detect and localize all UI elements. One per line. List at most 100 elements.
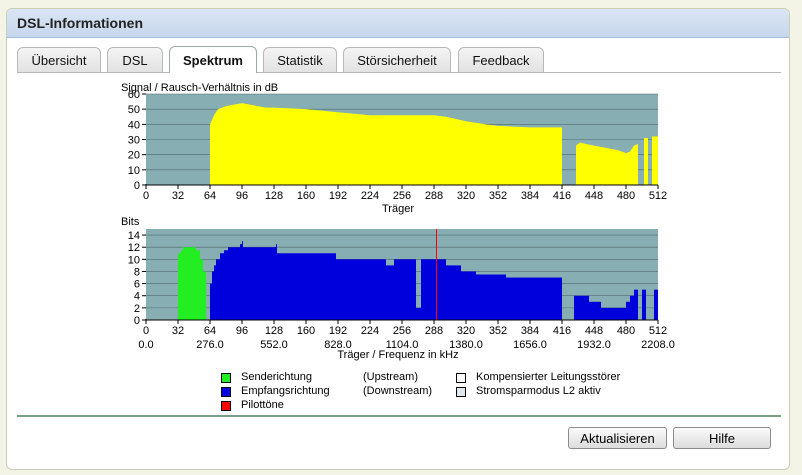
downstream-bar (220, 253, 224, 320)
upstream-bar (181, 250, 183, 320)
snr-x-tick-label: 64 (204, 190, 216, 202)
downstream-bar (476, 274, 506, 320)
snr-y-tick-label: 40 (128, 119, 140, 131)
downstream-bar (589, 301, 601, 320)
bits-x-tick-label: 224 (361, 325, 379, 337)
snr-x-tick-label: 512 (649, 190, 667, 202)
downstream-bar (601, 307, 618, 320)
tab-spektrum[interactable]: Spektrum (169, 46, 257, 73)
downstream-bar (630, 295, 634, 320)
snr-x-tick-label: 32 (172, 190, 184, 202)
bits-y-axis-label: Bits (121, 216, 140, 228)
downstream-bar (618, 307, 626, 320)
help-button[interactable]: Hilfe (673, 427, 771, 449)
bits-x-tick-label: 96 (236, 325, 248, 337)
tab-uebersicht[interactable]: Übersicht (17, 47, 101, 72)
downstream-bar (311, 253, 336, 320)
downstream-bar (446, 265, 461, 320)
upstream-bar (183, 247, 196, 320)
compensated-label: Kompensierter Leitungsstörer (476, 371, 621, 383)
snr-x-tick-label: 128 (265, 190, 283, 202)
bits-frequency-tick-label: 2208.0 (641, 339, 675, 351)
bits-frequency-tick-label: 828.0 (324, 339, 352, 351)
snr-x-tick-label: 384 (521, 190, 539, 202)
refresh-button[interactable]: Aktualisieren (568, 427, 667, 449)
downstream-bar (224, 250, 228, 320)
downstream-bar (394, 259, 416, 320)
bits-x-tick-label: 160 (297, 325, 315, 337)
downstream-bar (228, 247, 240, 320)
snr-y-tick-label: 10 (128, 165, 140, 177)
upstream-bar (203, 271, 206, 320)
bits-y-tick-label: 10 (128, 254, 140, 266)
downstream-bar (240, 244, 242, 320)
bits-x-axis-label: Träger / Frequenz in kHz (337, 349, 458, 361)
bits-x-tick-label: 352 (489, 325, 507, 337)
bits-x-tick-label: 416 (553, 325, 571, 337)
upstream-bar (196, 250, 200, 320)
snr-x-tick-label: 480 (617, 190, 635, 202)
bits-frequency-tick-label: 0.0 (138, 339, 153, 351)
downstream-bar (506, 277, 522, 320)
downstream-bar (210, 283, 212, 320)
snr-y-tick-label: 30 (128, 135, 140, 147)
tab-dsl[interactable]: DSL (107, 47, 163, 72)
upstream-swatch (221, 373, 231, 383)
bits-x-tick-label: 64 (204, 325, 216, 337)
tab-feedback[interactable]: Feedback (458, 47, 544, 72)
downstream-bar (421, 259, 446, 320)
downstream-bar (577, 295, 589, 320)
bits-y-tick-label: 12 (128, 242, 140, 254)
bits-y-tick-label: 2 (134, 303, 140, 315)
snr-x-tick-label: 320 (457, 190, 475, 202)
bits-x-tick-label: 256 (393, 325, 411, 337)
snr-x-tick-label: 192 (329, 190, 347, 202)
bits-x-tick-label: 128 (265, 325, 283, 337)
bits-frequency-tick-label: 552.0 (260, 339, 288, 351)
snr-x-tick-label: 0 (143, 190, 149, 202)
l2-label: Stromsparmodus L2 aktiv (476, 385, 601, 397)
bits-y-tick-label: 0 (134, 315, 140, 327)
bits-x-tick-label: 480 (617, 325, 635, 337)
upstream-direction: (Upstream) (363, 371, 419, 383)
snr-area-segment-2 (576, 142, 638, 185)
tab-statistik[interactable]: Statistik (263, 47, 337, 72)
bits-x-tick-label: 384 (521, 325, 539, 337)
l2-swatch (456, 387, 466, 397)
bits-frequency-tick-label: 1104.0 (386, 339, 419, 351)
downstream-swatch (221, 387, 231, 397)
bits-frequency-tick-label: 1932.0 (577, 339, 611, 351)
bits-frequency-tick-label: 276.0 (196, 339, 224, 351)
bits-x-tick-label: 448 (585, 325, 603, 337)
snr-x-tick-label: 416 (553, 190, 571, 202)
snr-y-tick-label: 50 (128, 104, 140, 116)
downstream-bar (574, 295, 577, 320)
upstream-bar (200, 259, 203, 320)
snr-x-tick-label: 448 (585, 190, 603, 202)
window-title: DSL-Informationen (7, 9, 789, 38)
bits-x-tick-label: 288 (425, 325, 443, 337)
downstream-bar (654, 289, 658, 320)
dsl-info-window: DSL-Informationen Übersicht DSL Spektrum… (6, 8, 790, 470)
spectrum-charts: Signal / Rausch-Verhältnis in dB 0102030… (121, 82, 675, 361)
bits-y-tick-label: 14 (128, 230, 140, 242)
bits-x-tick-label: 32 (172, 325, 184, 337)
downstream-label: Empfangsrichtung (241, 385, 330, 397)
bits-frequency-tick-label: 1380.0 (449, 339, 483, 351)
snr-area-segment-4 (652, 136, 658, 185)
bits-frequency-tick-label: 1656.0 (513, 339, 547, 351)
snr-y-axis-label: Signal / Rausch-Verhältnis in dB (121, 82, 278, 94)
bits-x-tick-label: 192 (329, 325, 347, 337)
downstream-bar (243, 247, 276, 320)
snr-x-tick-label: 256 (393, 190, 411, 202)
downstream-bar (634, 289, 638, 320)
downstream-bar (276, 244, 277, 320)
bits-y-tick-label: 6 (134, 279, 140, 291)
tab-stoersicherheit[interactable]: Störsicherheit (343, 47, 451, 72)
snr-x-tick-label: 352 (489, 190, 507, 202)
downstream-bar (461, 271, 476, 320)
bits-x-tick-label: 0 (143, 325, 149, 337)
bits-x-tick-label: 512 (649, 325, 667, 337)
snr-y-tick-label: 0 (134, 180, 140, 192)
pilot-tone-line (436, 229, 437, 320)
